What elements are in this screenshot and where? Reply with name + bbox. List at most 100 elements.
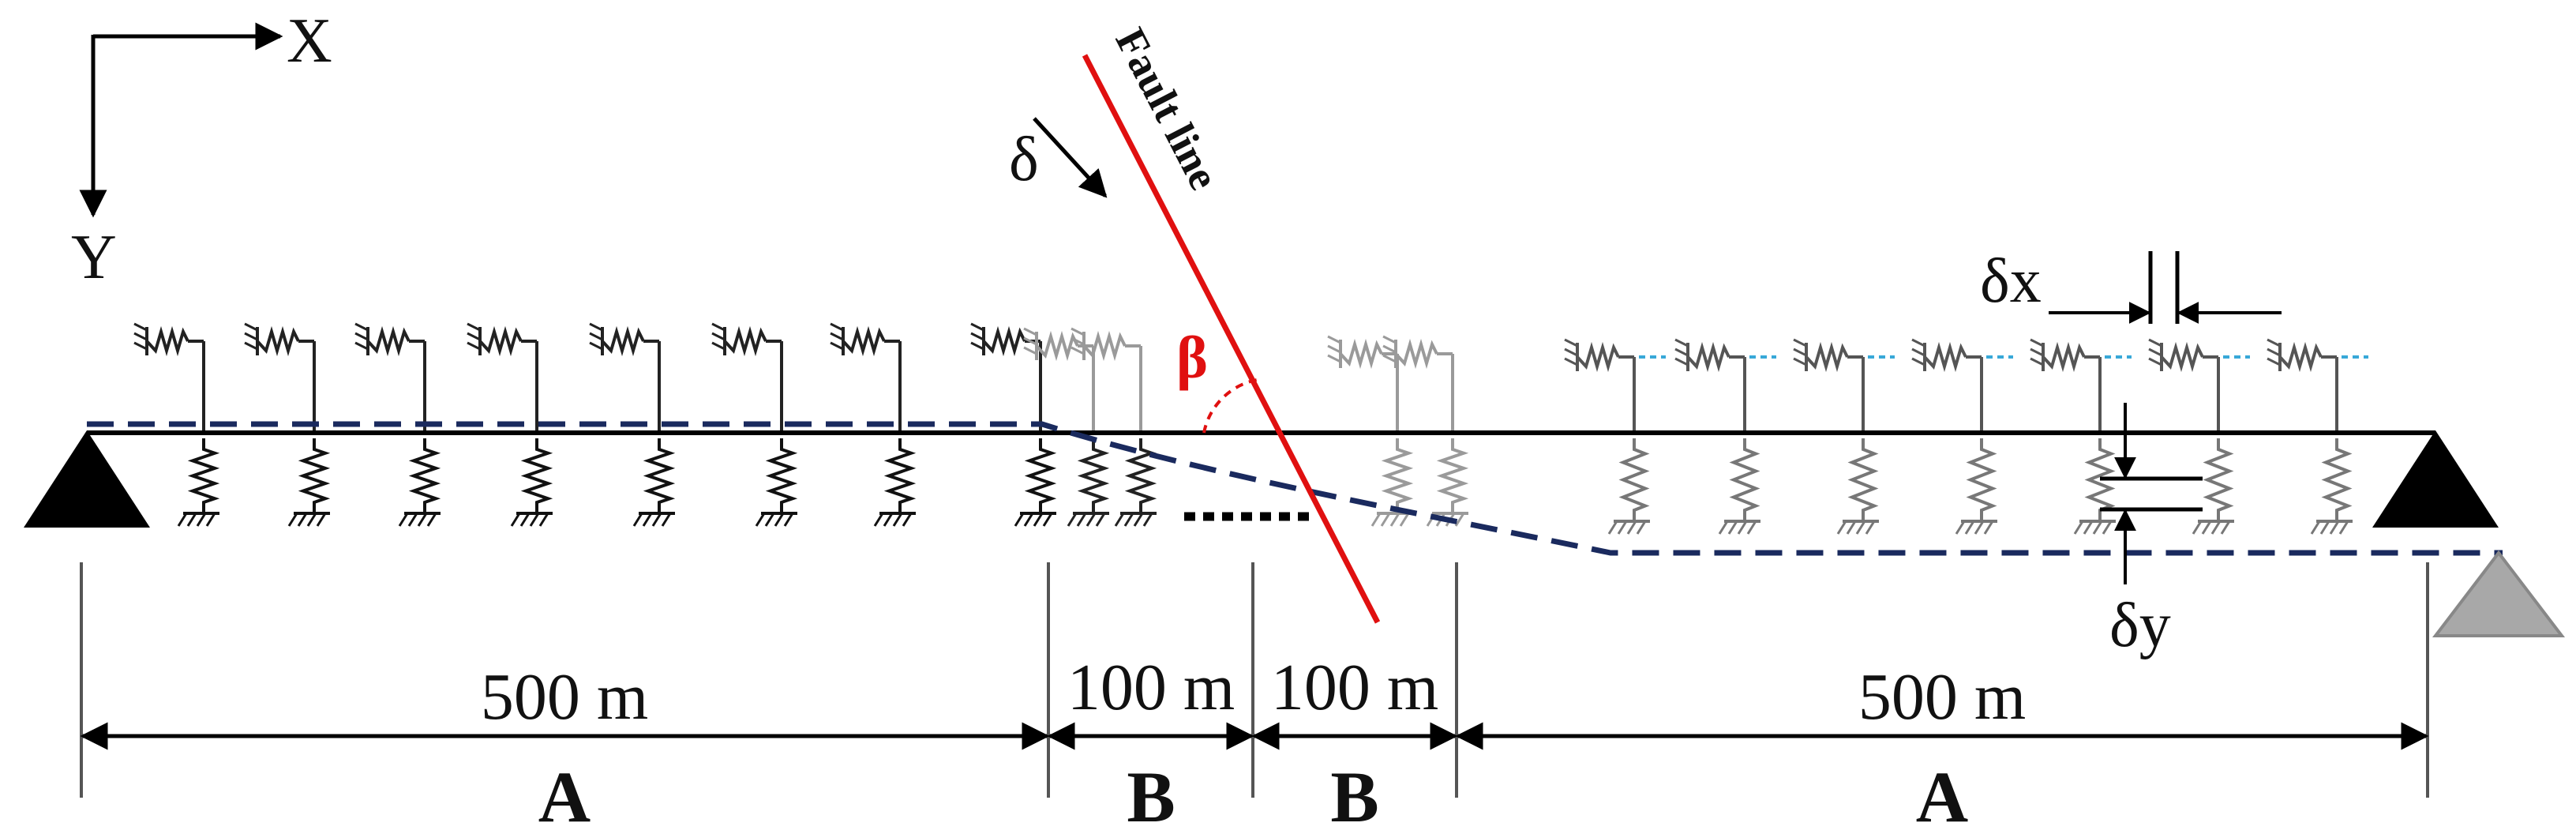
near-fault-left-0-wall-hatch (1023, 327, 1037, 336)
right-spring-6-ground-hatch (2329, 520, 2340, 535)
left-spring-0-vertical-spring (187, 438, 220, 513)
right-spring-6-ground-hatch (2319, 520, 2330, 535)
near-fault-right-0-ground-hatch (1389, 513, 1400, 527)
left-spring-5-wall-hatch (711, 332, 726, 341)
right-spring-1-wall-hatch (1674, 338, 1689, 348)
left-spring-7-ground-hatch (1042, 513, 1053, 527)
right-spring-6-horizontal-spring (2278, 341, 2323, 373)
left-spring-2-ground-hatch (407, 513, 418, 527)
left-spring-7-ground-hatch (1014, 513, 1025, 527)
left-spring-2-wall-hatch (354, 341, 369, 351)
right-spring-2-vertical-spring (1847, 438, 1879, 521)
right-spring-6-wall-hatch (2267, 357, 2281, 366)
right-spring-3-ground-hatch (1983, 520, 1994, 535)
left-spring-2-ground-hatch (398, 513, 409, 527)
right-spring-4-vertical-spring (2084, 438, 2116, 521)
left-spring-5-ground-hatch (764, 513, 775, 527)
near-fault-left-0-wall-hatch (1023, 346, 1037, 355)
left-spring-1-horizontal-spring (256, 325, 300, 357)
right-spring-2-wall-hatch (1793, 338, 1807, 348)
left-spring-2-wall-hatch (354, 322, 369, 332)
right-spring-0-horizontal-spring (1576, 341, 1620, 373)
near-fault-right-1-wall-hatch (1382, 344, 1397, 354)
left-spring-1-ground-hatch (316, 513, 327, 527)
right-spring-0-ground-hatch (1617, 520, 1628, 535)
left-spring-5-horizontal-spring (723, 325, 767, 357)
left-spring-4-vertical-spring (643, 438, 676, 513)
left-spring-3-horizontal-spring (478, 325, 523, 357)
right-spring-5-vertical-spring (2203, 438, 2234, 521)
right-spring-4-wall-hatch (2030, 338, 2044, 348)
right-spring-2-ground-hatch (1865, 520, 1876, 535)
near-fault-right-0-horizontal-spring (1339, 338, 1383, 370)
left-spring-3-ground-hatch (538, 513, 549, 527)
right-spring-4-ground-hatch (2083, 520, 2094, 535)
left-spring-0-ground-hatch (196, 513, 207, 527)
near-fault-left-0-vertical-spring (1077, 438, 1110, 513)
near-fault-right-1-horizontal-spring (1394, 338, 1438, 370)
left-spring-2-ground-hatch (417, 513, 428, 527)
left-spring-7-wall-hatch (970, 322, 984, 332)
left-spring-0-horizontal-spring (145, 325, 189, 357)
right-spring-3-wall-hatch (1911, 338, 1925, 348)
right-spring-1-vertical-spring (1729, 438, 1760, 521)
y-axis-label: Y (71, 223, 117, 292)
near-fault-left-0-ground-hatch (1086, 513, 1097, 527)
right-spring-5-ground-hatch (2201, 520, 2212, 535)
near-fault-right-0-vertical-spring (1381, 438, 1414, 513)
fault: Fault line δ β (1009, 21, 1381, 624)
left-spring-2-wall-hatch (354, 332, 369, 341)
right-spring-5-ground-hatch (2220, 520, 2231, 535)
right-spring-1-ground-hatch (1746, 520, 1757, 535)
left-spring-4-ground-hatch (651, 513, 662, 527)
right-spring-3-horizontal-spring (1923, 341, 1967, 373)
left-spring-3-wall-hatch (467, 322, 481, 332)
right-spring-3-wall-hatch (1911, 348, 1925, 357)
soil-springs (133, 322, 2368, 535)
near-fault-left-1-horizontal-spring (1082, 330, 1127, 362)
left-spring-5-wall-hatch (711, 341, 726, 351)
slip-arrow (1033, 117, 1108, 198)
right-spring-1-ground-hatch (1737, 520, 1748, 535)
right-spring-2-horizontal-spring (1805, 341, 1849, 373)
left-spring-5-ground-hatch (783, 513, 794, 527)
left-spring-3-ground-hatch (510, 513, 521, 527)
left-spring-7-vertical-spring (1024, 438, 1057, 513)
right-spring-6-ground-hatch (2310, 520, 2321, 535)
left-fixed-support (24, 430, 150, 528)
left-spring-4-ground-hatch (661, 513, 672, 527)
displacement-annotations: δx δy (1980, 246, 2282, 660)
left-spring-7-wall-hatch (970, 332, 984, 341)
right-spring-5-wall-hatch (2148, 338, 2162, 348)
left-spring-7-ground-hatch (1033, 513, 1044, 527)
left-spring-2-horizontal-spring (366, 325, 411, 357)
right-spring-6-wall-hatch (2267, 348, 2281, 357)
near-fault-left-1-ground-hatch (1133, 513, 1144, 527)
left-spring-4-ground-hatch (642, 513, 653, 527)
right-spring-0-wall-hatch (1564, 348, 1578, 357)
right-spring-2-ground-hatch (1836, 520, 1847, 535)
left-spring-3-vertical-spring (520, 438, 553, 513)
near-fault-right-1-wall-hatch (1382, 335, 1397, 344)
left-spring-5-vertical-spring (765, 438, 798, 513)
right-displaced-support (2432, 550, 2566, 637)
left-spring-4-wall-hatch (589, 332, 603, 341)
right-spring-2-ground-hatch (1846, 520, 1857, 535)
right-spring-2-ground-hatch (1855, 520, 1866, 535)
left-spring-1-wall-hatch (244, 332, 258, 341)
near-fault-left-0-wall-hatch (1023, 336, 1037, 346)
near-fault-left-1-wall-hatch (1071, 327, 1085, 336)
left-spring-6-ground-hatch (873, 513, 884, 527)
slip-symbol: δ (1009, 125, 1039, 194)
left-spring-6-wall-hatch (830, 341, 844, 351)
dim-label-4: 500 m (1858, 660, 2026, 734)
right-spring-4-wall-hatch (2030, 348, 2044, 357)
near-fault-right-1-wall-hatch (1382, 354, 1397, 363)
left-spring-4-ground-hatch (632, 513, 643, 527)
right-spring-5-ground-hatch (2210, 520, 2222, 535)
left-spring-7-horizontal-spring (982, 325, 1026, 357)
left-spring-7-wall-hatch (970, 341, 984, 351)
near-fault-right-0-ground-hatch (1370, 513, 1382, 527)
left-spring-0-ground-hatch (205, 513, 216, 527)
left-spring-4-wall-hatch (589, 341, 603, 351)
